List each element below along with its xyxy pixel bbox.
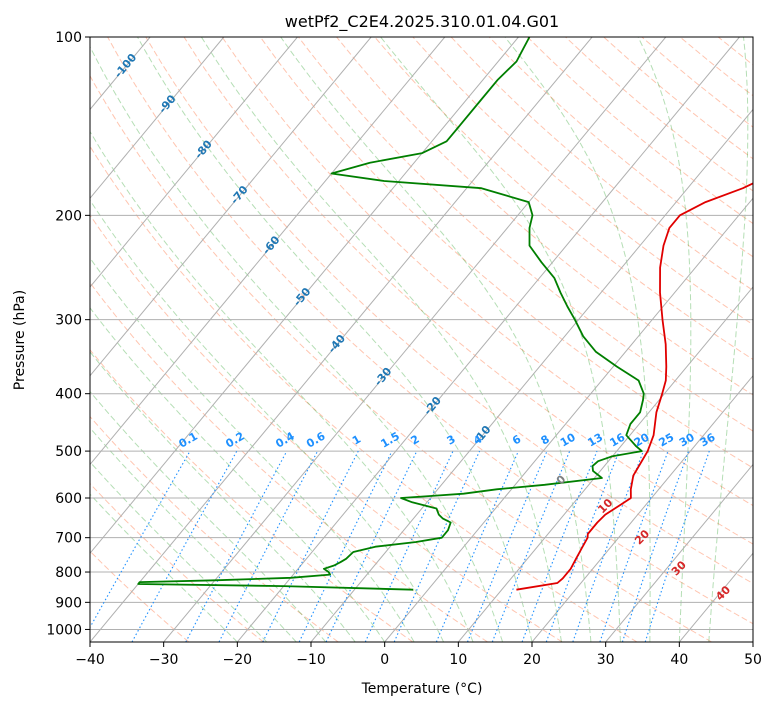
y-tick-label: 700 (55, 531, 82, 547)
isotherm-line (236, 37, 740, 642)
y-tick-label: 900 (55, 595, 82, 611)
x-axis: −40 −30 −20 −10 0 10 20 30 40 50 (75, 642, 762, 668)
moist-adiabat (90, 199, 445, 642)
moist-adiabat (90, 390, 327, 642)
x-axis-label: Temperature (°C) (361, 681, 483, 697)
mixing-ratio-line (364, 450, 454, 642)
x-tick-label: 10 (449, 652, 467, 668)
dry-adiabat (90, 145, 638, 642)
isotherm-line (90, 37, 298, 288)
y-tick-label: 200 (55, 208, 82, 224)
y-axis: 100 200 300 400 500 600 700 800 900 1000 (46, 30, 90, 638)
x-tick-label: 40 (670, 652, 688, 668)
dry-adiabat (107, 37, 753, 625)
mixing-ratio-line (572, 450, 644, 642)
moist-adiabat (90, 427, 297, 642)
x-tick-label: −10 (296, 652, 326, 668)
moist-adiabat (504, 37, 651, 642)
mixing-ratio-line (131, 450, 238, 642)
moist-adiabat (90, 45, 503, 642)
y-tick-label: 400 (55, 387, 82, 403)
dry-adiabat (90, 415, 339, 642)
mixing-ratio-line (185, 450, 288, 642)
y-tick-label: 300 (55, 313, 82, 329)
temperature-profile-line (516, 182, 753, 591)
mixing-ratio-line (325, 450, 418, 642)
moist-adiabat (90, 257, 415, 642)
y-tick-label: 800 (55, 565, 82, 581)
moist-adiabat (637, 37, 692, 642)
moist-adiabat (380, 37, 621, 642)
y-axis-label: Pressure (hPa) (12, 290, 28, 390)
x-tick-label: −20 (223, 652, 253, 668)
x-tick-label: −40 (75, 652, 105, 668)
y-tick-label: 1000 (46, 622, 82, 638)
mixing-ratio-line (435, 450, 519, 642)
x-tick-label: −30 (149, 652, 179, 668)
y-tick-label: 100 (55, 30, 82, 46)
moist-adiabat (708, 37, 749, 642)
x-tick-label: 0 (380, 652, 389, 668)
chart-title: wetPf2_C2E4.2025.310.01.04.G01 (285, 12, 559, 32)
isotherm-line (531, 374, 753, 642)
isotherm-line (90, 37, 225, 200)
moist-adiabat (137, 37, 533, 642)
x-tick-label: 20 (523, 652, 541, 668)
mixing-ratio-line (393, 450, 481, 642)
mixing-ratio-line (262, 450, 359, 642)
y-tick-label: 600 (55, 491, 82, 507)
dewpoint-profile-line (137, 37, 645, 591)
isotherm-line (605, 463, 753, 642)
mixing-ratio-line (466, 450, 548, 642)
mixing-ratio-line (298, 450, 393, 642)
dry-adiabat (90, 214, 563, 642)
dry-adiabat (90, 482, 264, 642)
dry-adiabat (90, 550, 190, 642)
mixing-ratio-line (218, 450, 319, 642)
x-tick-label: 50 (744, 652, 762, 668)
isotherm-line (90, 37, 446, 466)
isotherm-line (90, 37, 372, 377)
profile-lines (137, 37, 753, 591)
isotherm-line (163, 37, 667, 642)
isotherm-line (310, 108, 753, 642)
dry-adiabat (412, 37, 753, 326)
plot-area (90, 37, 753, 642)
moist-adiabat (280, 37, 592, 642)
dry-adiabat (450, 37, 753, 292)
dry-adiabat (221, 37, 753, 507)
isotherm-line (90, 37, 519, 555)
mixing-ratio-line (621, 450, 690, 642)
isotherm-line (457, 286, 753, 642)
y-tick-label: 500 (55, 444, 82, 460)
dry-adiabat (90, 74, 712, 642)
moist-adiabat (90, 130, 474, 642)
moist-adiabat (90, 461, 268, 642)
background-lines (90, 37, 753, 642)
moist-adiabat (90, 351, 356, 642)
isotherm-line (90, 37, 593, 642)
dry-adiabat (90, 281, 488, 642)
isotherm-line (384, 197, 753, 642)
mixing-ratio-line (599, 450, 669, 642)
dry-adiabat (336, 37, 753, 396)
mixing-ratio-line (521, 450, 598, 642)
dry-adiabat (259, 37, 753, 469)
dry-adiabat (145, 37, 753, 584)
plot-frame (89, 36, 754, 643)
x-tick-label: 30 (597, 652, 615, 668)
